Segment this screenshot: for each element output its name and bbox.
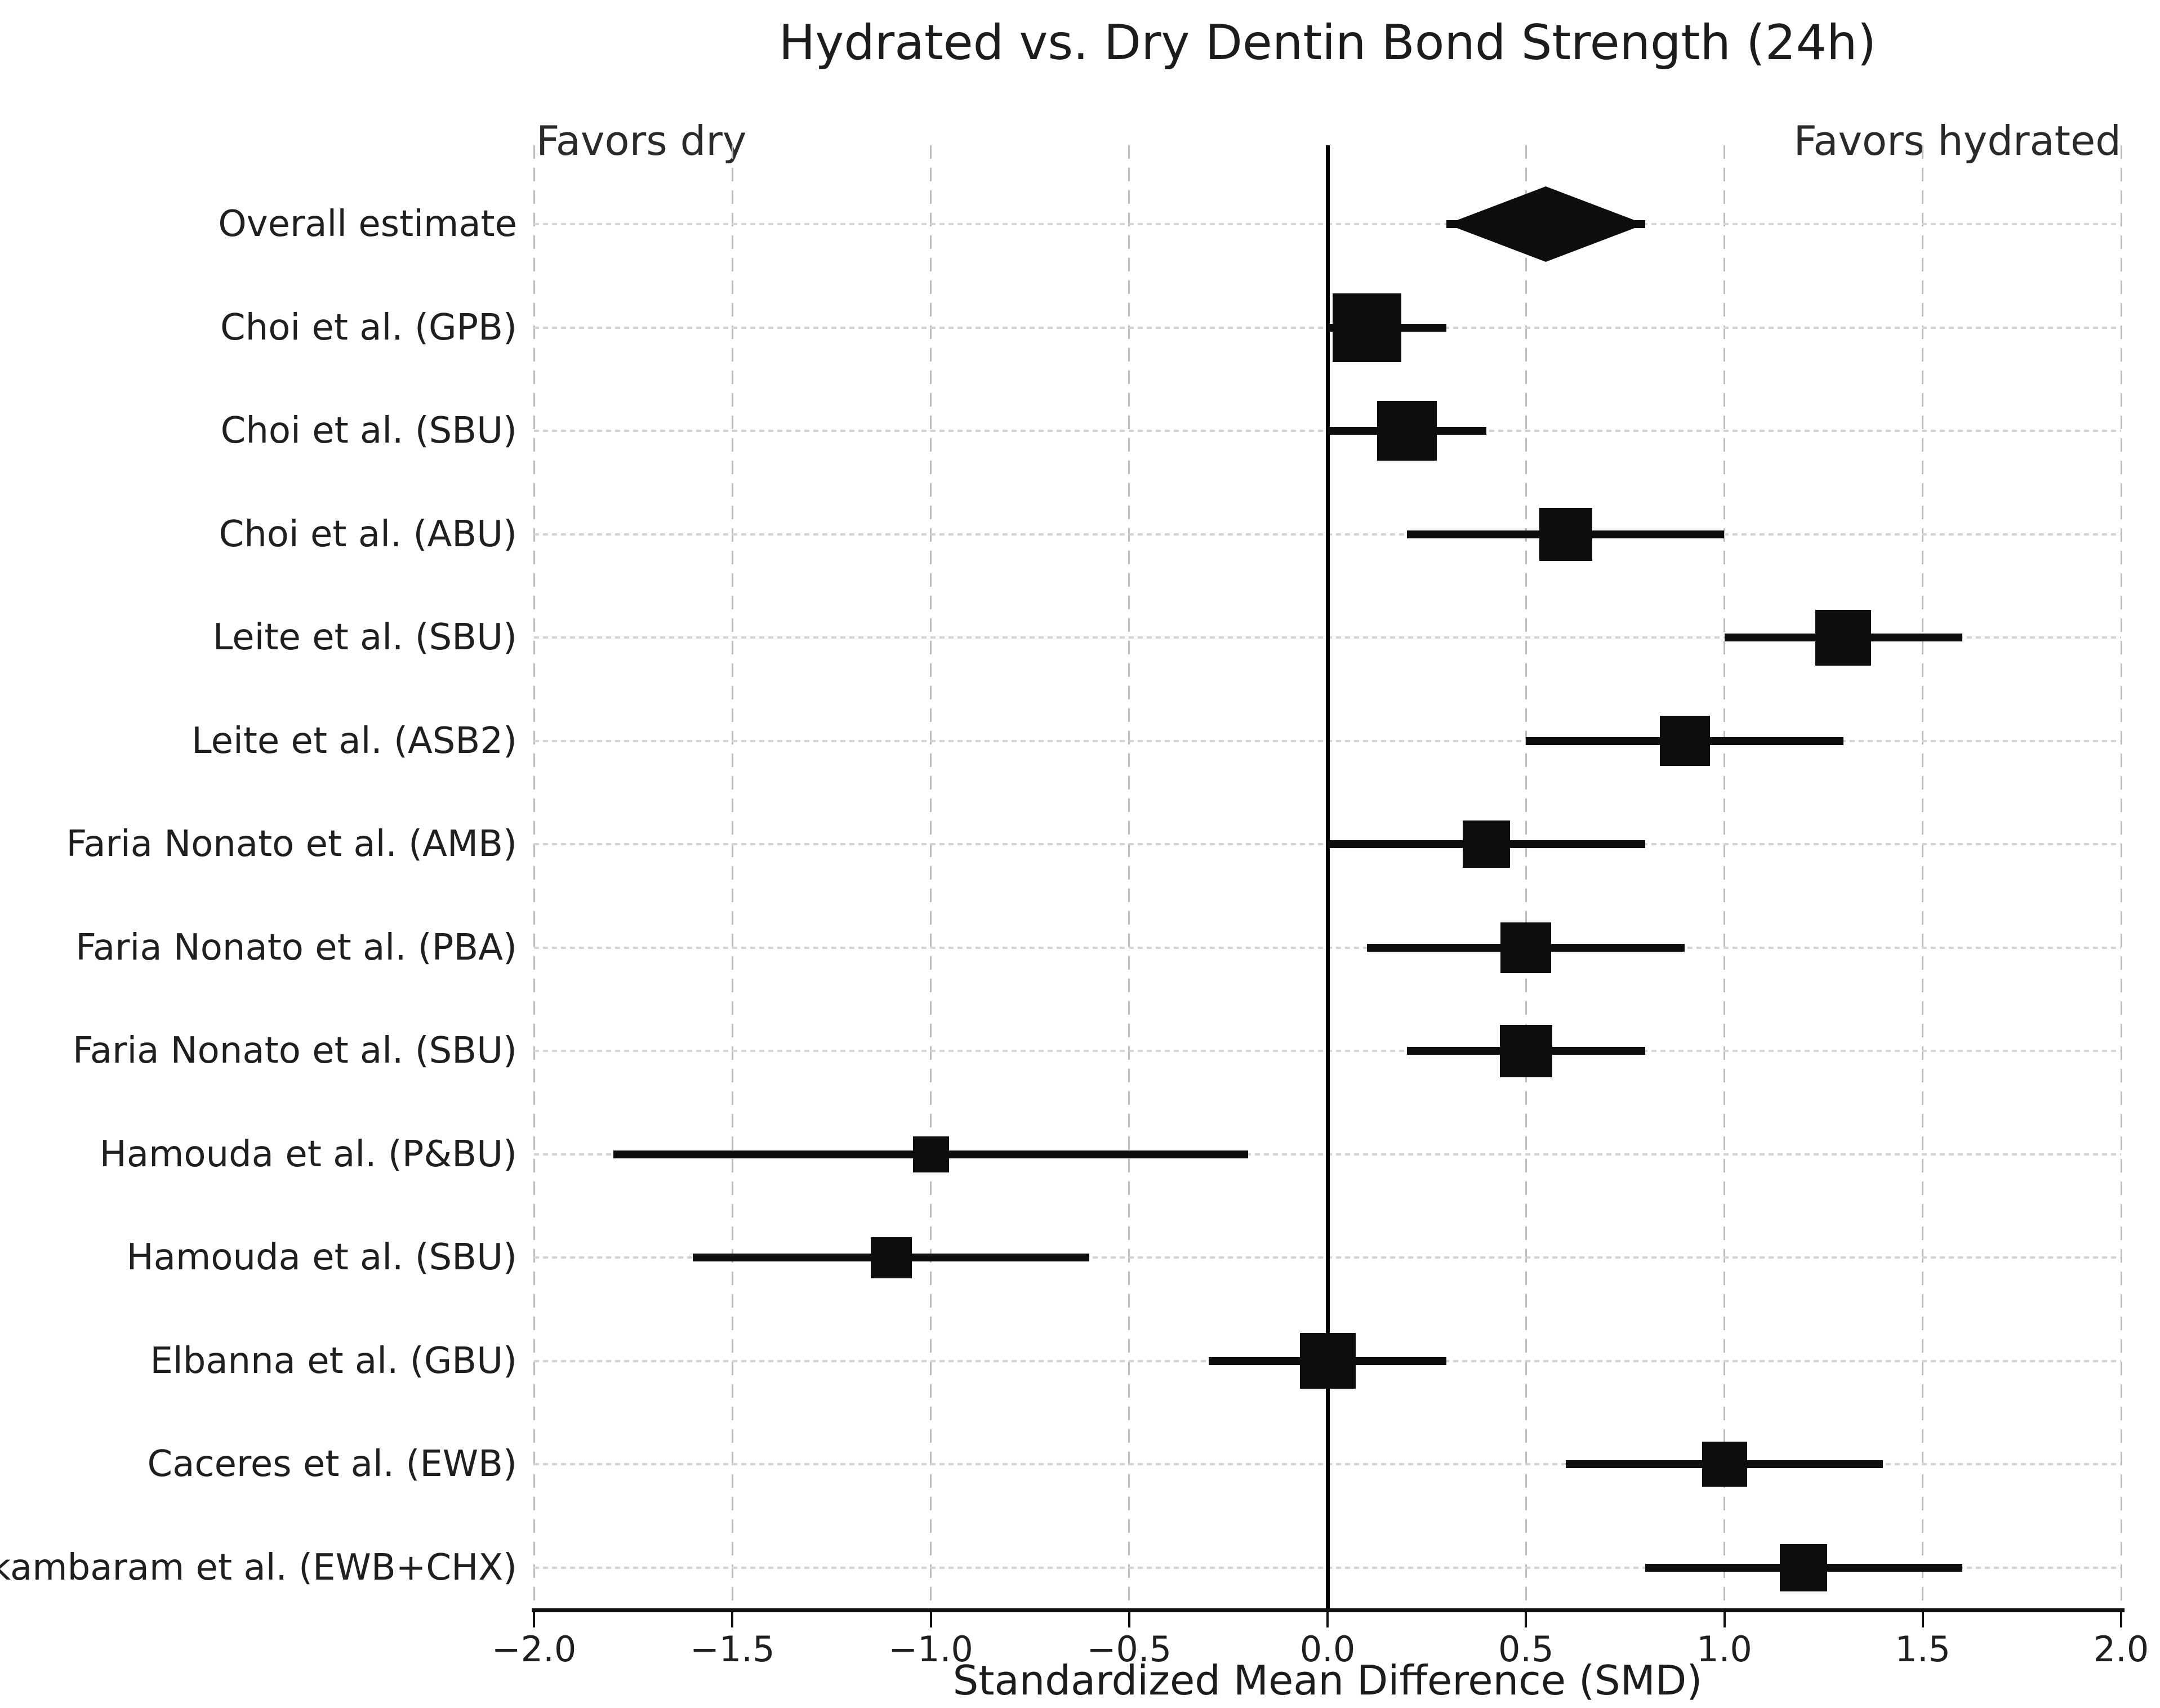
vertical-gridline (930, 145, 932, 1609)
study-point-estimate-square (1702, 1442, 1747, 1487)
study-point-estimate-square (1333, 293, 1402, 362)
x-axis-tick-label: 0.0 (1299, 1629, 1356, 1670)
x-axis-tick (731, 1612, 734, 1627)
overall-estimate-diamond (1446, 186, 1645, 262)
row-label: Faria Nonato et al. (SBU) (72, 1030, 517, 1072)
x-axis-tick (1326, 1612, 1329, 1627)
vertical-gridline (1128, 145, 1130, 1609)
row-label: Faria Nonato et al. (AMB) (66, 823, 517, 865)
study-point-estimate-square (1815, 609, 1872, 666)
x-axis-tick (533, 1612, 535, 1627)
x-axis-tick (1128, 1612, 1130, 1627)
row-label: Leite et al. (ASB2) (191, 720, 517, 762)
study-point-estimate-square (1539, 507, 1592, 561)
row-label: Caceres et al. (EWB) (147, 1443, 518, 1485)
row-label: Hamouda et al. (P&BU) (99, 1133, 517, 1175)
chart-title: Hydrated vs. Dry Dentin Bond Strength (2… (778, 15, 1877, 71)
x-axis-tick (929, 1612, 932, 1627)
row-label: Choi et al. (ABU) (219, 513, 518, 555)
vertical-gridline (1922, 145, 1924, 1609)
row-label: Choi et al. (GPB) (220, 306, 517, 349)
x-axis-tick (1525, 1612, 1527, 1627)
favors-hydrated-annotation: Favors hydrated (1793, 117, 2121, 164)
vertical-gridline (533, 145, 535, 1609)
row-label: Overall estimate (218, 203, 517, 245)
study-point-estimate-square (912, 1136, 949, 1172)
x-axis-tick-label: −2.0 (491, 1629, 577, 1670)
zero-reference-line (1325, 145, 1330, 1609)
x-axis-tick-label: 1.0 (1696, 1629, 1752, 1670)
x-axis-tick (1723, 1612, 1726, 1627)
x-axis-tick-label: 1.5 (1895, 1629, 1951, 1670)
vertical-gridline (2120, 145, 2122, 1609)
x-axis-tick (1921, 1612, 1924, 1627)
x-axis-tick-label: 2.0 (2093, 1629, 2149, 1670)
x-axis-title: Standardized Mean Difference (SMD) (952, 1657, 1703, 1704)
x-axis-spine (532, 1608, 2125, 1612)
study-point-estimate-square (1462, 820, 1510, 868)
row-label: Hamouda et al. (SBU) (126, 1237, 517, 1278)
x-axis-tick (2120, 1612, 2122, 1627)
x-axis-tick-label: 0.5 (1498, 1629, 1554, 1670)
x-axis-tick-label: −1.5 (689, 1629, 775, 1670)
vertical-gridline (1723, 145, 1725, 1609)
study-point-estimate-square (1659, 716, 1710, 766)
row-label: Choi et al. (SBU) (220, 410, 517, 452)
vertical-gridline (731, 145, 733, 1609)
row-label: Ekambaram et al. (EWB+CHX) (0, 1546, 517, 1589)
study-point-estimate-square (1780, 1544, 1828, 1591)
favors-dry-annotation: Favors dry (536, 117, 747, 164)
study-point-estimate-square (1500, 922, 1552, 973)
row-label: Elbanna et al. (GBU) (150, 1340, 517, 1382)
row-label: Faria Nonato et al. (PBA) (75, 926, 517, 969)
study-point-estimate-square (1499, 1024, 1552, 1077)
x-axis-tick-label: −0.5 (1086, 1629, 1172, 1670)
study-point-estimate-square (870, 1237, 912, 1278)
x-axis-tick-label: −1.0 (888, 1629, 973, 1670)
study-point-estimate-square (1299, 1333, 1356, 1389)
study-point-estimate-square (1377, 401, 1437, 461)
row-label: Leite et al. (SBU) (212, 617, 517, 658)
vertical-gridline (1525, 145, 1527, 1609)
